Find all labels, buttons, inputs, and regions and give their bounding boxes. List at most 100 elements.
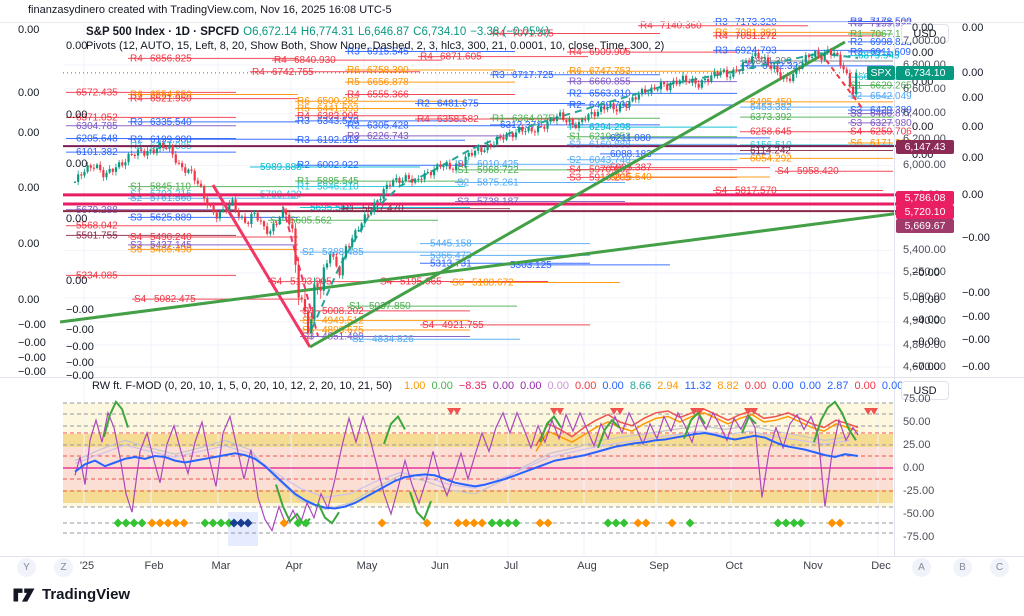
oscillator-line-green [813,400,857,443]
pivot-label: 5406.490 [150,244,192,255]
pivot-tag: R4 [492,29,505,40]
pivot-label: 5437.145 [150,240,192,251]
pivot-label: 6358.582 [437,114,479,125]
top-signal-marker [453,407,461,415]
top-signal-marker [447,407,455,415]
pivots-settings-legend[interactable]: Pivots (12, AUTO, 15, Left, 8, 20, Show … [86,40,665,52]
oscillator-line-purple [74,410,859,533]
pivot-label: 6305.428 [367,121,409,132]
pivot-tag: R4 [130,94,143,105]
trend-lines [59,40,909,349]
pivot-label: 5082.475 [154,294,196,305]
trend-line[interactable] [309,40,846,349]
pivot-label: 6160.888 [589,139,631,150]
pivot-tag: S2 [352,334,365,345]
indicator-bands [63,403,893,546]
pivot-label: 6792.322 [762,61,804,72]
signal-diamond [535,518,545,528]
signal-diamond [495,518,505,528]
trend-line[interactable] [282,206,319,337]
pivot-tag: S3 [457,197,470,208]
pivot-tag: R2 [569,100,582,111]
pivot-label: 6211.080 [610,133,651,144]
pivot-tag: R3 [347,46,360,57]
pivot-label: 6054.292 [750,153,792,164]
ohlc-value: L6,646.87 [357,26,410,38]
pivot-tag: S4 [134,294,147,305]
indicator-value: 8.66 [629,380,652,392]
pivot-tag: R4 [715,31,728,42]
ohlc-value: O6,672.14 [243,26,297,38]
indicator-scale-currency-button[interactable]: USD [901,381,949,400]
pivot-tag: R3 [297,135,310,146]
pivot-tag: R3 [850,47,863,58]
indicator-value: 2.87 [827,380,849,392]
pivot-tag: S4 [380,276,393,287]
trend-line[interactable] [59,210,909,324]
pivot-label: 6481.675 [437,99,479,110]
pivot-label: 6554.850 [150,90,192,101]
pivot-label: 6312.371 [500,120,542,131]
pivot-tag: R3 [297,116,310,127]
axis-button-b[interactable]: B [953,558,972,577]
signal-diamond [611,518,621,528]
symbol-legend[interactable]: S&P 500 Index · 1D · SPCFD O6,672.14 H6,77… [86,26,550,38]
indicator-title[interactable]: RW ft. F-MOD (0, 20, 10, 1, 5, 0, 20, 10… [92,380,393,392]
trend-line[interactable] [825,59,863,109]
pivot-tag: R4 [130,53,143,64]
pivot-tag: R3 [347,131,360,142]
signal-diamond [224,518,234,528]
pivot-label: 6192.913 [317,135,359,146]
pivot-label: 5366.473 [430,250,472,261]
pivot-tag: S6 [452,277,465,288]
pivot-label: 5687.470 [362,204,404,215]
pivot-label: 5490.240 [150,232,192,243]
signal-diamond [603,518,613,528]
pivot-label: 6294.298 [589,122,631,133]
pivot-label: 7159.997 [870,19,912,30]
symbol-title[interactable]: S&P 500 Index · 1D · SPCFD [86,26,240,38]
axis-button-c[interactable]: C [990,558,1009,577]
indicator-value: 0.00 [854,380,876,392]
ohlc-value: −3.38 (−0.05%) [470,26,550,38]
axis-button-z[interactable]: Z [54,558,73,577]
signal-diamond [377,518,387,528]
pivot-label: 6572.435 [76,87,118,98]
indicator-value: 0.00 [574,380,597,392]
pivot-label: 6429.380 [870,105,912,116]
pivot-tag: R2 [297,160,310,171]
pivot-label: 5817.570 [735,185,777,196]
pivot-label: 6453.382 [750,102,792,113]
signal-diamond [216,518,226,528]
tradingview-logo-text: TradingView [42,585,131,603]
signal-diamond [835,518,845,528]
pivot-label: 6660.855 [589,77,631,88]
pivot-label: 6043.748 [589,155,631,166]
pivot-label: 5234.085 [76,270,118,281]
signal-diamond [243,518,253,528]
indicator-legend[interactable]: RW ft. F-MOD (0, 20, 10, 1, 5, 0, 20, 10… [86,380,903,392]
pivot-label: 5738.187 [477,197,519,208]
pivot-label: 6742.755 [272,67,314,78]
pivot-label: 7067.100 [870,29,912,40]
main-scale-currency-button[interactable]: USD [901,24,949,43]
pivot-tag: R3 [715,45,728,56]
axis-button-y[interactable]: Y [17,558,36,577]
axis-button-a[interactable]: A [912,558,931,577]
pivot-label: 4851.490 [322,331,364,342]
pivot-tag: R2 [130,134,143,145]
pivot-tag: S4 [270,277,283,288]
signal-diamond [179,518,189,528]
signal-diamond [200,518,210,528]
top-signal-marker [550,407,558,415]
pivot-tag: R2 [850,37,863,48]
signal-diamond [781,518,791,528]
oscillator-line-green [597,418,620,449]
signal-diamond [163,518,173,528]
pivot-tag: S2 [569,139,582,150]
pivot-label: 6747.753 [589,66,631,77]
pivot-tag: R2 [417,99,430,110]
tradingview-logo[interactable]: TradingView [12,582,130,606]
